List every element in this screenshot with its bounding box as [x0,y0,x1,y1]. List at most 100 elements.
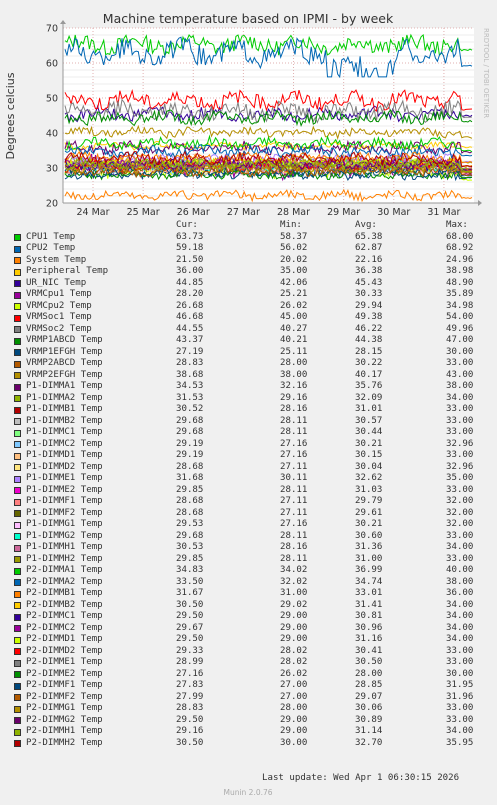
legend-min-value: 29.00 [280,634,308,644]
legend-series-name: P2-DIMMB1 Temp [26,588,103,598]
legend-max-value: 48.90 [446,277,474,288]
legend-min-value: 27.16 [280,438,308,449]
legend-cur-value: 29.53 [176,519,204,529]
legend-avg-value: 36.38 [355,266,383,276]
legend-row: P1-DIMMC2 Temp 29.19 27.16 30.21 32.96 [14,439,494,451]
legend-max-value: 33.00 [446,450,474,460]
y-tick-label: 70 [46,24,58,35]
legend-swatch [14,418,21,425]
legend-avg-value: 30.15 [355,450,383,460]
legend-series-name: VRMP2EFGH Temp [26,369,103,380]
legend-swatch [14,694,21,701]
legend-series-name: P1-DIMMC2 Temp [26,438,103,449]
legend-series-name: Peripheral Temp [26,266,109,276]
legend-min-value: 40.27 [280,323,308,334]
legend-cur-value: 28.68 [176,496,204,506]
legend-rows: CPU1 Temp 63.73 58.37 65.38 68.00 CPU2 Temp 59… [14,232,494,750]
legend-swatch [14,705,21,713]
legend-max-value: 38.00 [446,576,474,587]
legend-series-name: UR_NIC Temp [26,277,87,288]
legend-cur-value: 30.53 [176,542,204,552]
legend-avg-value: 30.33 [355,289,383,299]
legend-row: P2-DIMMB2 Temp 30.50 29.02 31.41 34.00 [14,600,494,612]
legend-max-value: 34.00 [446,634,474,644]
legend-max-value: 54.00 [446,312,474,322]
legend-min-value: 34.02 [280,565,308,575]
legend-row: VRMCpu1 Temp 28.20 25.21 30.33 35.89 [14,289,494,301]
legend-max-value: 38.00 [446,381,474,391]
col-avg-header: Avg: [355,220,377,230]
legend-min-value: 28.11 [280,530,308,541]
legend-row: P1-DIMMC1 Temp 29.68 28.11 30.44 33.00 [14,427,494,439]
y-axis-label: Degrees celcius [4,72,17,159]
legend-row: VRMP1EFGH Temp 27.19 25.11 28.15 30.00 [14,347,494,359]
legend-max-value: 30.00 [446,668,474,679]
legend-series-name: P1-DIMMC1 Temp [26,427,103,437]
legend-cur-value: 30.50 [176,737,204,748]
legend-swatch [14,717,21,724]
legend-min-value: 29.16 [280,392,308,403]
legend-series-name: P1-DIMMF1 Temp [26,496,103,506]
legend-avg-value: 28.85 [355,680,383,690]
legend-row: P2-DIMMC1 Temp 29.50 29.00 30.81 34.00 [14,611,494,623]
legend-avg-value: 40.17 [355,369,383,380]
legend-avg-value: 30.57 [355,415,383,426]
legend-swatch [14,728,21,736]
legend-series-name: P1-DIMMD1 Temp [26,450,103,460]
legend-series-name: P2-DIMMD2 Temp [26,645,103,656]
axes [60,20,482,206]
legend-row: P2-DIMMA1 Temp 34.83 34.02 36.99 40.00 [14,565,494,577]
legend-series-name: P2-DIMME1 Temp [26,657,103,667]
legend-series-name: P1-DIMMA1 Temp [26,381,103,391]
legend-avg-value: 46.22 [355,323,383,334]
legend-cur-value: 36.00 [176,266,204,276]
legend-avg-value: 22.16 [355,254,383,265]
legend-cur-value: 28.99 [176,657,204,667]
legend-min-value: 30.00 [280,737,308,748]
legend-swatch [14,291,21,299]
legend-swatch [14,567,21,575]
legend-avg-value: 36.99 [355,565,383,575]
legend-row: P1-DIMME1 Temp 31.68 30.11 32.62 35.00 [14,473,494,485]
legend-cur-value: 29.68 [176,427,204,437]
legend-row: P2-DIMMA2 Temp 33.50 32.02 34.74 38.00 [14,577,494,589]
legend-row: P2-DIMMF2 Temp 27.99 27.00 29.07 31.96 [14,692,494,704]
col-cur-header: Cur: [176,220,198,230]
legend-max-value: 24.96 [446,254,474,265]
legend-max-value: 33.00 [446,714,474,725]
x-tick-label: 25 Mar [127,207,160,218]
legend-cur-value: 27.16 [176,668,204,679]
legend-swatch [14,349,21,356]
legend-max-value: 32.00 [446,507,474,518]
legend-min-value: 28.00 [280,703,308,713]
legend-series-name: P2-DIMME2 Temp [26,668,103,679]
legend-row: P2-DIMMD1 Temp 29.50 29.00 31.16 34.00 [14,634,494,646]
legend-avg-value: 30.50 [355,657,383,667]
legend-cur-value: 28.83 [176,358,204,368]
x-tick-label: 28 Mar [277,207,310,218]
legend-swatch [14,625,21,632]
legend-row: P2-DIMMC2 Temp 29.67 29.00 30.96 34.00 [14,623,494,635]
legend-series-name: CPU2 Temp [26,243,76,253]
legend-row: P1-DIMMA1 Temp 34.53 32.16 35.76 38.00 [14,381,494,393]
legend-swatch [14,280,21,287]
legend-max-value: 34.00 [446,392,474,403]
legend-max-value: 34.00 [446,622,474,633]
legend-swatch [14,245,21,253]
legend-avg-value: 29.61 [355,507,383,518]
legend-min-value: 28.11 [280,553,308,564]
legend-min-value: 38.00 [280,369,308,380]
legend-cur-value: 29.50 [176,714,204,725]
x-tick-label: 24 Mar [76,207,109,218]
legend-cur-value: 29.50 [176,611,204,621]
series-line [64,150,473,168]
legend-swatch [14,303,21,310]
legend-series-name: VRMCpu1 Temp [26,289,92,299]
legend-cur-value: 27.83 [176,680,204,690]
x-tick-label: 29 Mar [327,207,360,218]
legend-swatch [14,671,21,678]
legend-cur-value: 44.85 [176,277,204,288]
y-axis-arrow [60,20,66,24]
legend-cur-value: 28.68 [176,507,204,518]
legend-max-value: 38.98 [446,266,474,276]
